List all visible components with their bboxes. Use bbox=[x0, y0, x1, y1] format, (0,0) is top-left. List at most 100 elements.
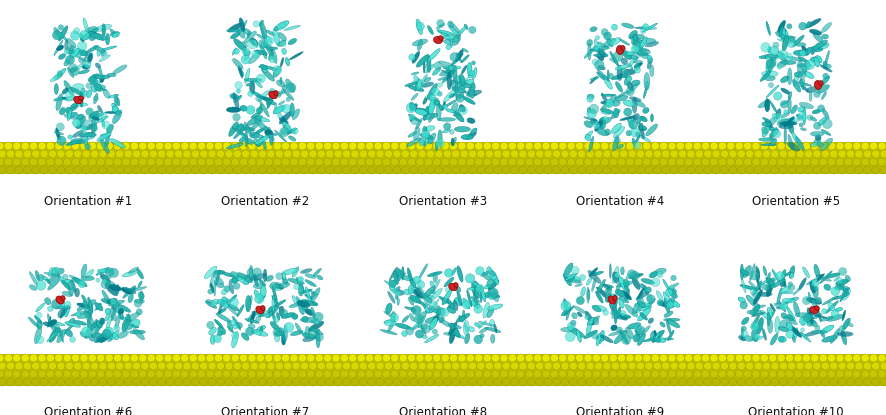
Ellipse shape bbox=[71, 103, 78, 108]
Circle shape bbox=[602, 310, 609, 315]
Circle shape bbox=[267, 362, 275, 370]
Circle shape bbox=[752, 142, 760, 150]
Ellipse shape bbox=[67, 67, 74, 78]
Ellipse shape bbox=[108, 94, 119, 98]
Circle shape bbox=[788, 378, 796, 386]
Circle shape bbox=[594, 123, 600, 129]
Ellipse shape bbox=[236, 276, 249, 284]
Circle shape bbox=[54, 75, 59, 80]
Circle shape bbox=[449, 354, 458, 362]
Circle shape bbox=[274, 282, 280, 288]
Ellipse shape bbox=[60, 305, 68, 318]
Ellipse shape bbox=[215, 270, 220, 286]
Ellipse shape bbox=[243, 29, 252, 35]
Circle shape bbox=[605, 99, 614, 107]
Ellipse shape bbox=[648, 57, 653, 63]
Circle shape bbox=[68, 63, 77, 72]
Circle shape bbox=[349, 158, 357, 166]
Ellipse shape bbox=[411, 324, 421, 330]
Circle shape bbox=[878, 370, 886, 378]
Ellipse shape bbox=[597, 129, 609, 136]
Circle shape bbox=[710, 142, 718, 150]
Circle shape bbox=[229, 298, 238, 308]
Ellipse shape bbox=[259, 104, 262, 112]
Ellipse shape bbox=[765, 99, 770, 112]
Circle shape bbox=[786, 330, 794, 338]
Circle shape bbox=[527, 362, 535, 370]
Ellipse shape bbox=[742, 327, 743, 340]
Circle shape bbox=[812, 150, 821, 158]
Ellipse shape bbox=[275, 21, 289, 30]
Ellipse shape bbox=[285, 79, 295, 92]
Circle shape bbox=[796, 378, 804, 386]
Circle shape bbox=[828, 354, 835, 362]
Circle shape bbox=[166, 362, 175, 370]
Circle shape bbox=[610, 310, 616, 315]
Ellipse shape bbox=[410, 104, 417, 111]
Circle shape bbox=[584, 142, 592, 150]
Ellipse shape bbox=[430, 281, 435, 288]
Ellipse shape bbox=[228, 23, 242, 32]
Circle shape bbox=[208, 362, 216, 370]
Circle shape bbox=[265, 142, 273, 150]
Circle shape bbox=[804, 166, 812, 174]
Circle shape bbox=[628, 362, 636, 370]
Ellipse shape bbox=[777, 119, 790, 126]
Ellipse shape bbox=[809, 91, 812, 101]
Circle shape bbox=[617, 327, 623, 333]
Ellipse shape bbox=[810, 281, 816, 293]
Ellipse shape bbox=[91, 326, 99, 337]
Circle shape bbox=[788, 150, 796, 158]
Circle shape bbox=[317, 378, 325, 386]
Circle shape bbox=[207, 289, 213, 294]
Circle shape bbox=[829, 166, 838, 174]
Ellipse shape bbox=[767, 59, 773, 70]
Ellipse shape bbox=[431, 314, 439, 325]
Ellipse shape bbox=[239, 132, 249, 142]
Ellipse shape bbox=[780, 286, 790, 293]
Ellipse shape bbox=[76, 114, 83, 120]
Ellipse shape bbox=[816, 43, 828, 46]
Circle shape bbox=[509, 142, 517, 150]
Circle shape bbox=[432, 158, 441, 166]
Circle shape bbox=[282, 142, 290, 150]
Circle shape bbox=[517, 142, 525, 150]
Circle shape bbox=[770, 46, 779, 55]
Circle shape bbox=[55, 142, 63, 150]
Ellipse shape bbox=[587, 289, 590, 300]
Ellipse shape bbox=[101, 117, 105, 127]
Ellipse shape bbox=[592, 305, 601, 312]
Circle shape bbox=[585, 315, 589, 320]
Ellipse shape bbox=[751, 330, 758, 342]
Ellipse shape bbox=[80, 132, 96, 137]
Circle shape bbox=[811, 354, 819, 362]
Circle shape bbox=[268, 55, 276, 63]
Circle shape bbox=[567, 354, 575, 362]
Ellipse shape bbox=[424, 286, 435, 298]
Circle shape bbox=[57, 71, 62, 76]
Circle shape bbox=[626, 142, 634, 150]
Ellipse shape bbox=[247, 311, 258, 321]
Circle shape bbox=[273, 328, 282, 337]
Circle shape bbox=[458, 370, 466, 378]
Circle shape bbox=[452, 378, 460, 386]
Ellipse shape bbox=[250, 273, 267, 281]
Circle shape bbox=[198, 142, 206, 150]
Ellipse shape bbox=[763, 266, 767, 276]
Ellipse shape bbox=[587, 94, 595, 99]
Ellipse shape bbox=[632, 278, 641, 290]
Ellipse shape bbox=[28, 317, 39, 327]
Ellipse shape bbox=[453, 111, 462, 116]
Ellipse shape bbox=[86, 330, 92, 336]
Circle shape bbox=[449, 158, 458, 166]
Circle shape bbox=[550, 354, 558, 362]
Circle shape bbox=[618, 370, 626, 378]
Ellipse shape bbox=[296, 277, 304, 290]
Ellipse shape bbox=[620, 116, 635, 121]
Ellipse shape bbox=[787, 306, 796, 322]
Ellipse shape bbox=[812, 314, 827, 318]
Ellipse shape bbox=[642, 23, 657, 32]
Ellipse shape bbox=[424, 298, 438, 307]
Circle shape bbox=[38, 274, 44, 281]
Ellipse shape bbox=[448, 324, 462, 329]
